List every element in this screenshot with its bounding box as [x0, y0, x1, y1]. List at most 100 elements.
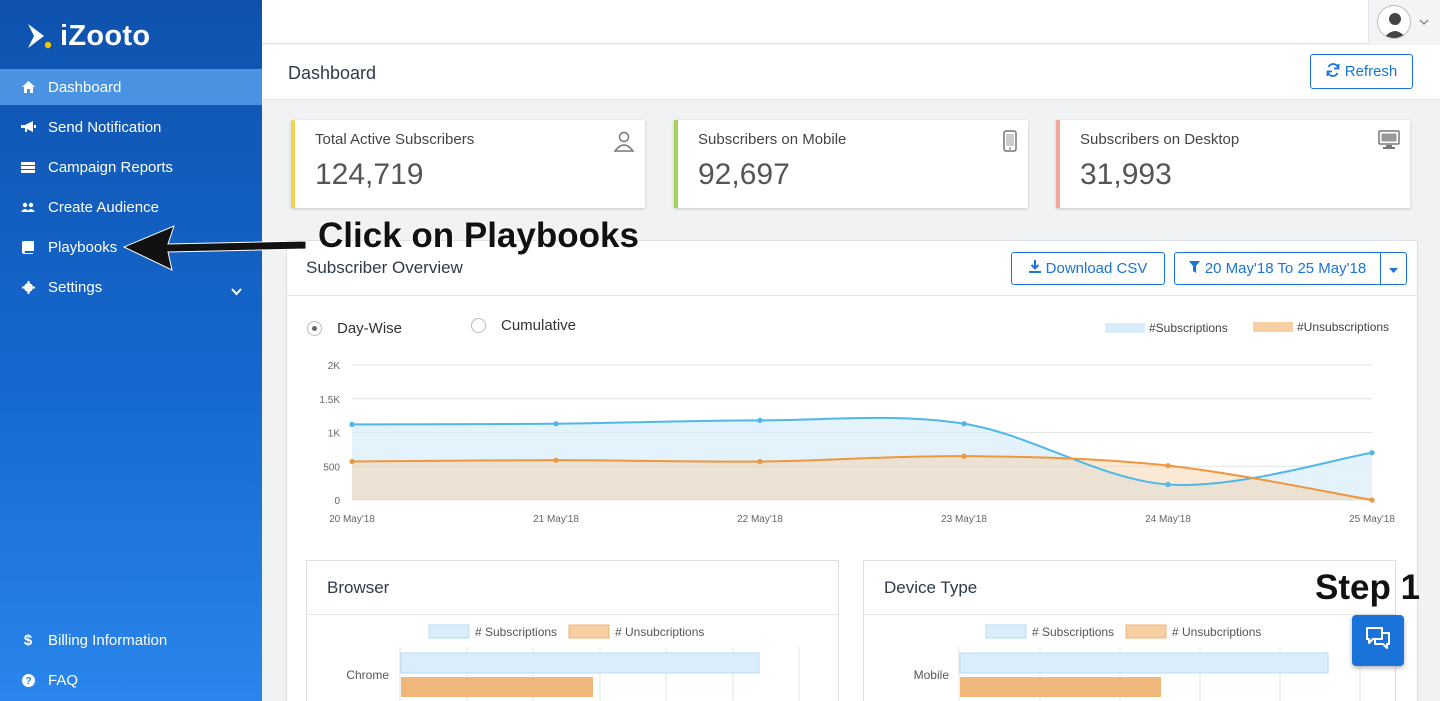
legend-swatch [1253, 322, 1293, 332]
legend-label: # Subscriptions [1032, 625, 1114, 639]
stat-value: 92,697 [698, 158, 790, 191]
gear-icon [20, 279, 36, 295]
legend-swatch [568, 624, 610, 639]
series-area [352, 456, 1372, 500]
legend-swatch [1125, 624, 1167, 639]
y-tick-label: 500 [323, 462, 340, 473]
sidebar-item-settings[interactable]: Settings [0, 269, 262, 305]
data-point [553, 421, 559, 427]
app-name: iZooto [60, 19, 151, 52]
legend-swatch [428, 624, 470, 639]
sidebar-item-label: Settings [48, 278, 103, 296]
annotation-playbooks: Click on Playbooks [318, 216, 639, 255]
sidebar-item-campaign-reports[interactable]: Campaign Reports [0, 149, 262, 185]
y-tick-label: 1K [328, 429, 341, 440]
book-icon [20, 239, 36, 255]
caret-down-icon [1389, 260, 1398, 277]
page-title: Dashboard [288, 63, 377, 83]
chevron-down-icon [1419, 13, 1429, 31]
radio-label: Day-Wise [337, 320, 403, 337]
download-icon [1028, 260, 1041, 277]
legend-swatch [985, 624, 1027, 639]
megaphone-icon [20, 119, 36, 135]
page-header: Dashboard Refresh [262, 45, 1440, 100]
data-point [349, 421, 355, 427]
data-point [961, 453, 967, 459]
series-line [351, 455, 1373, 501]
user-icon [613, 130, 635, 157]
sidebar-item-playbooks[interactable]: Playbooks [0, 229, 262, 265]
download-csv-button[interactable]: Download CSV [1011, 252, 1165, 285]
date-range-button[interactable]: 20 May'18 To 25 May'18 [1174, 252, 1381, 285]
browser-chart: # Subscriptions # Unsubcriptions Chrome [346, 624, 800, 701]
subscriber-overview-panel: Subscriber Overview Download CSV 20 May'… [286, 240, 1418, 701]
stat-value: 124,719 [315, 158, 424, 191]
stat-card-mobile: Subscribers on Mobile 92,697 [674, 120, 1028, 208]
row-label: Mobile [914, 668, 950, 682]
data-point [553, 457, 559, 463]
avatar [1377, 5, 1411, 39]
stat-accent-bar [291, 120, 295, 208]
bar-unsubscriptions [401, 677, 593, 697]
data-point [1369, 450, 1375, 456]
filter-icon [1188, 260, 1200, 277]
x-tick-label: 23 May'18 [941, 514, 987, 525]
sidebar: iZooto Dashboard Send Notification Campa… [0, 0, 262, 701]
chart-legend-unsubscriptions: #Unsubscriptions [1253, 320, 1389, 334]
data-point [1369, 497, 1375, 503]
sidebar-item-create-audience[interactable]: Create Audience [0, 189, 262, 225]
bar-subscriptions [959, 652, 1329, 674]
radio-cumulative[interactable]: Cumulative [471, 317, 576, 334]
home-icon [20, 79, 36, 95]
sidebar-item-label: Send Notification [48, 118, 162, 136]
device-chart: # Subscriptions # Unsubcriptions Mobile [914, 624, 1361, 701]
sidebar-item-label: Playbooks [48, 238, 118, 256]
browser-panel-title: Browser [307, 561, 838, 615]
date-range-label: 20 May'18 To 25 May'18 [1204, 260, 1367, 277]
chat-icon [1365, 626, 1391, 655]
dollar-icon: $ [23, 631, 33, 649]
x-tick-label: 25 May'18 [1349, 514, 1395, 525]
x-tick-label: 22 May'18 [737, 514, 783, 525]
stat-accent-bar [1056, 120, 1060, 208]
browser-panel: Browser # Subscriptions # Unsubcriptions… [306, 560, 839, 701]
radio-button [471, 318, 486, 333]
legend-label: # Unsubcriptions [615, 625, 704, 639]
stat-label: Subscribers on Mobile [698, 131, 847, 148]
x-tick-label: 21 May'18 [533, 514, 579, 525]
refresh-label: Refresh [1344, 63, 1398, 80]
date-range-dropdown[interactable] [1380, 252, 1407, 285]
sidebar-item-send-notification[interactable]: Send Notification [0, 109, 262, 145]
desktop-icon [1378, 130, 1400, 155]
stat-label: Total Active Subscribers [315, 131, 475, 148]
chat-button[interactable] [1352, 615, 1404, 666]
sidebar-item-dashboard[interactable]: Dashboard [0, 69, 262, 105]
stat-value: 31,993 [1080, 158, 1172, 191]
sidebar-item-billing[interactable]: $ Billing Information [0, 622, 262, 658]
subscriber-overview-chart: 0 500 1K 1.5K 2K 20 May'18 21 May'18 22 May'18 2… [319, 361, 1395, 525]
question-icon: ? [20, 672, 36, 688]
refresh-button[interactable]: Refresh [1310, 54, 1413, 89]
users-icon [20, 199, 36, 215]
annotation-step: Step 1 [1315, 568, 1421, 607]
sidebar-item-faq[interactable]: ? FAQ [0, 662, 262, 698]
y-tick-label: 0 [334, 496, 340, 507]
stat-label: Subscribers on Desktop [1080, 131, 1240, 148]
radio-daywise[interactable]: Day-Wise [307, 320, 402, 337]
series-line [351, 416, 1373, 486]
x-tick-label: 20 May'18 [329, 514, 375, 525]
app-logo[interactable]: iZooto [26, 18, 150, 54]
bar-unsubscriptions [960, 677, 1161, 697]
legend-label: #Subscriptions [1149, 321, 1228, 335]
user-menu[interactable] [1368, 0, 1440, 44]
panel-title: Subscriber Overview [306, 258, 463, 277]
data-point [349, 458, 355, 465]
sidebar-item-label: Dashboard [48, 78, 122, 96]
radio-button [307, 321, 322, 336]
top-bar [262, 0, 1440, 44]
list-icon [20, 159, 36, 175]
x-tick-label: 24 May'18 [1145, 514, 1191, 525]
data-point [757, 458, 763, 465]
panel-header: Subscriber Overview Download CSV 20 May'… [287, 241, 1417, 296]
legend-label: #Unsubscriptions [1297, 320, 1390, 334]
